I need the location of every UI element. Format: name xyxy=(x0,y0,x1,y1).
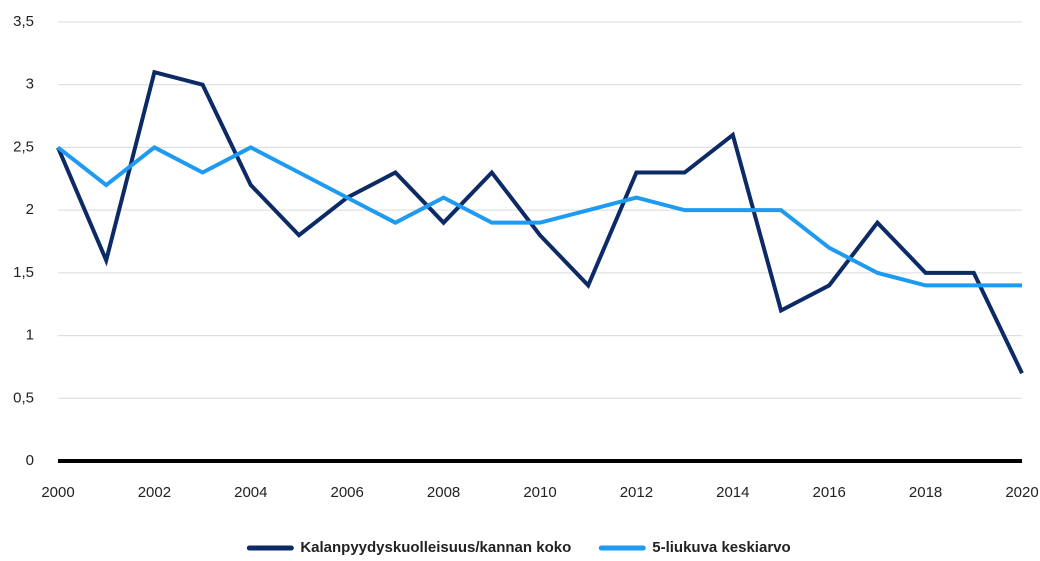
x-tick-label: 2018 xyxy=(909,484,942,501)
x-tick-label: 2016 xyxy=(813,484,846,501)
legend-label: 5-liukuva keskiarvo xyxy=(652,539,790,556)
x-tick-label: 2004 xyxy=(234,484,267,501)
y-tick-label: 2 xyxy=(26,201,34,218)
data-line xyxy=(56,145,1022,288)
y-tick-label: 3 xyxy=(26,76,34,93)
y-tick-label: 0,5 xyxy=(13,389,34,406)
y-tick-label: 0 xyxy=(26,452,34,469)
x-tick-label: 2006 xyxy=(331,484,364,501)
x-tick-label: 2000 xyxy=(41,484,74,501)
x-tick-label: 2012 xyxy=(620,484,653,501)
legend-label: Kalanpyydyskuolleisuus/kannan koko xyxy=(300,539,571,556)
x-tick-label: 2010 xyxy=(523,484,556,501)
x-tick-label: 2002 xyxy=(138,484,171,501)
x-tick-label: 2020 xyxy=(1005,484,1038,501)
y-tick-label: 1 xyxy=(26,327,34,344)
y-tick-label: 1,5 xyxy=(13,264,34,281)
x-tick-label: 2014 xyxy=(716,484,749,501)
y-tick-label: 3,5 xyxy=(13,13,34,30)
y-tick-label: 2,5 xyxy=(13,138,34,155)
data-line xyxy=(56,69,1024,375)
x-tick-label: 2008 xyxy=(427,484,460,501)
